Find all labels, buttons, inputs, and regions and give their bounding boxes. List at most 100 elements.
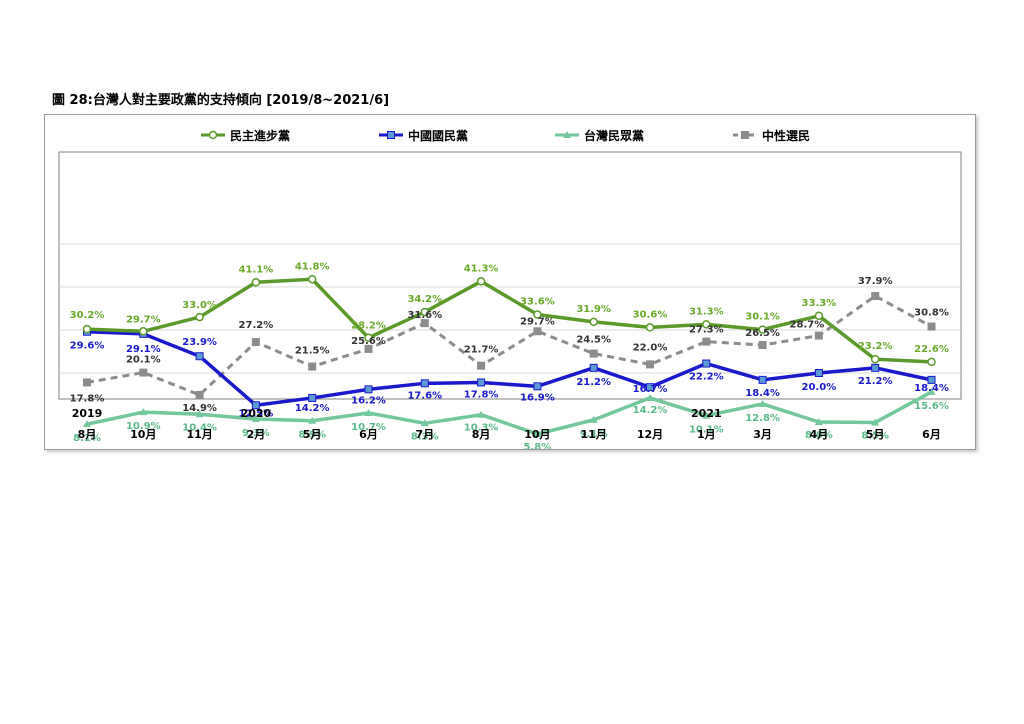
data-point	[589, 363, 598, 372]
data-label: 31.9%	[576, 304, 611, 315]
data-label: 20.1%	[126, 355, 161, 366]
legend: 民主進步黨 中國國民黨 台灣民眾黨 中性選民	[201, 128, 810, 143]
series-line	[86, 329, 932, 407]
data-label: 31.6%	[407, 310, 442, 321]
month-label: 10月	[524, 428, 550, 441]
data-label: 16.7%	[633, 384, 668, 395]
data-label: 25.6%	[351, 336, 386, 347]
data-label: 18.4%	[914, 383, 949, 394]
series-line	[86, 277, 932, 364]
data-point	[589, 317, 598, 327]
series-line	[86, 294, 933, 397]
legend-label: 民主進步黨	[230, 128, 290, 143]
data-point	[927, 387, 936, 395]
data-point	[702, 411, 711, 419]
data-label: 23.2%	[858, 341, 893, 352]
data-label: 14.9%	[182, 403, 217, 414]
data-point	[139, 408, 148, 416]
legend-marker	[563, 131, 571, 138]
month-label: 11月	[581, 428, 607, 441]
data-point	[420, 319, 429, 328]
month-label: 12月	[637, 428, 663, 441]
data-label: 30.1%	[745, 312, 780, 323]
data-label: 41.1%	[239, 264, 274, 275]
data-label: 9.1%	[580, 429, 608, 440]
year-label: 2021	[691, 407, 722, 420]
data-label: 29.1%	[126, 344, 161, 355]
legend-item: 中國國民黨	[379, 128, 468, 143]
data-point	[364, 333, 373, 342]
legend-item: 民主進步黨	[201, 128, 290, 143]
x-axis: 2019 2020 2021 8月 10月 11月 2月 5月 6月 7月 8月 10月 11月 12月 1…	[72, 407, 941, 441]
data-point	[308, 393, 317, 402]
plot-area	[58, 151, 962, 400]
series	[83, 387, 936, 438]
data-label: 33.0%	[182, 300, 217, 311]
data-label: 30.6%	[633, 309, 668, 320]
data-label: 29.7%	[520, 316, 555, 327]
series	[82, 275, 936, 367]
data-point	[702, 359, 711, 368]
data-label: 12.5%	[239, 408, 274, 419]
month-label: 6月	[359, 428, 378, 441]
data-label: 17.8%	[70, 393, 105, 404]
data-point	[420, 307, 430, 317]
data-point	[646, 383, 654, 392]
data-label: 22.6%	[914, 344, 949, 355]
data-point	[814, 418, 823, 426]
series-line	[86, 390, 933, 436]
data-point	[870, 354, 880, 364]
month-label: 5月	[303, 428, 322, 441]
data-point	[364, 408, 373, 416]
month-label: 1月	[697, 428, 716, 441]
month-label: 3月	[753, 428, 772, 441]
legend-item: 中性選民	[733, 128, 810, 143]
data-label: 5.8%	[524, 442, 552, 449]
data-point	[195, 410, 204, 418]
data-point	[927, 322, 936, 331]
data-label: 12.8%	[745, 413, 780, 424]
data-point	[871, 363, 880, 372]
data-label: 14.2%	[295, 403, 330, 414]
data-label: 22.0%	[633, 342, 668, 353]
data-point	[589, 349, 598, 358]
data-point	[758, 375, 767, 384]
legend-marker	[387, 131, 395, 139]
series-group	[82, 275, 936, 438]
data-label: 17.6%	[407, 390, 442, 401]
data-label: 8.1%	[73, 433, 101, 444]
data-label: 10.1%	[689, 425, 724, 436]
data-point	[533, 430, 542, 438]
data-label: 29.7%	[126, 314, 161, 325]
data-point	[533, 382, 542, 391]
data-point	[195, 390, 204, 399]
data-point	[758, 325, 767, 334]
data-point	[420, 379, 429, 388]
data-label: 16.2%	[351, 395, 386, 406]
month-label: 10月	[130, 428, 156, 441]
data-point	[251, 401, 260, 410]
data-label: 24.5%	[576, 335, 611, 346]
data-label: 8.3%	[411, 431, 439, 442]
data-point	[195, 352, 204, 361]
data-point	[702, 320, 711, 329]
data-label: 8.9%	[298, 430, 326, 441]
year-label: 2019	[72, 407, 103, 420]
data-label: 15.6%	[914, 401, 949, 412]
data-label: 30.2%	[70, 310, 105, 321]
data-label: 8.5%	[861, 430, 889, 441]
month-label: 7月	[415, 428, 434, 441]
data-point	[82, 324, 92, 334]
data-point	[251, 338, 260, 347]
legend-item: 台灣民眾黨	[555, 128, 644, 143]
data-point	[476, 277, 486, 286]
data-label: 10.9%	[126, 421, 161, 432]
data-label: 26.5%	[745, 328, 780, 339]
data-point	[83, 420, 91, 428]
legend-label: 中性選民	[762, 128, 810, 143]
figure-title: 圖 28:台灣人對主要政黨的支持傾向 [2019/8~2021/6]	[52, 93, 390, 108]
data-label: 10.7%	[351, 422, 386, 433]
data-point	[477, 361, 486, 370]
legend-label: 台灣民眾黨	[584, 128, 644, 143]
month-label: 11月	[186, 428, 212, 441]
